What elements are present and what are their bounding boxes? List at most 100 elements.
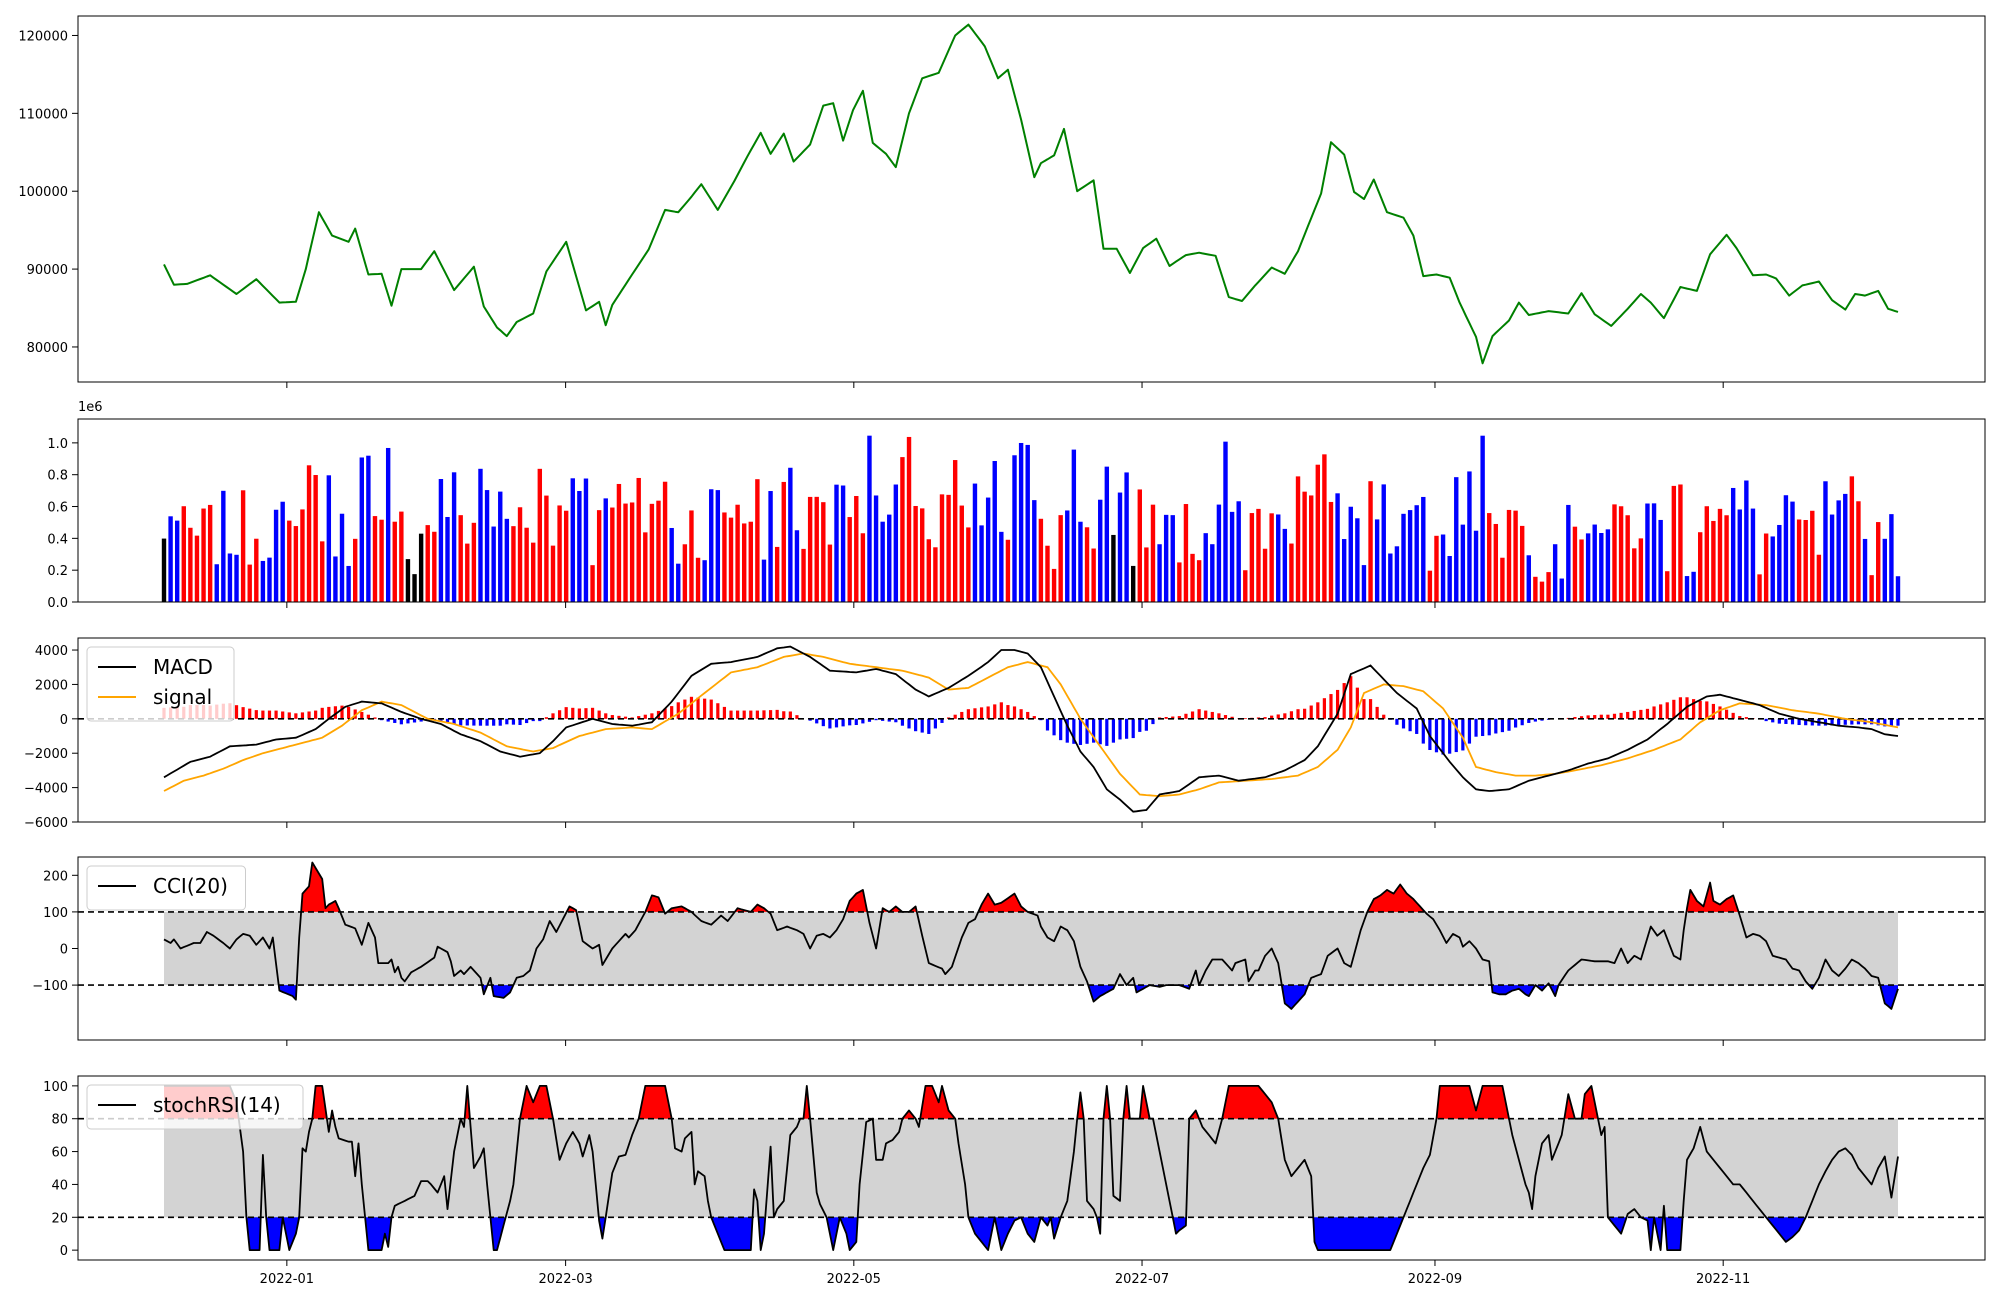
cci-legend-label: CCI(20)	[153, 874, 228, 898]
volume-ytick-label: 0.2	[47, 564, 68, 579]
volume-bar	[1157, 544, 1162, 602]
volume-bar	[333, 556, 338, 602]
volume-bar	[425, 525, 430, 602]
volume-bar	[201, 508, 206, 602]
macd-histogram-bar	[1665, 702, 1669, 719]
volume-bar	[1262, 548, 1268, 602]
macd-histogram-bar	[472, 718, 476, 726]
volume-bar	[346, 565, 351, 602]
macd-histogram-bar	[360, 711, 364, 719]
volume-bar	[1717, 508, 1723, 602]
macd-histogram-bar	[815, 718, 819, 724]
macd-histogram-bar	[1184, 713, 1188, 719]
date-tick-label: 2022-01	[260, 1272, 314, 1287]
volume-bar	[1032, 500, 1037, 602]
macd-histogram-bar	[716, 703, 720, 719]
macd-histogram-bar	[927, 718, 931, 734]
macd-histogram-bar	[900, 718, 905, 726]
volume-bar	[1269, 513, 1274, 602]
macd-histogram-bar	[1059, 718, 1063, 741]
volume-bar	[755, 479, 760, 602]
macd-histogram-bar	[1467, 718, 1472, 744]
volume-bar	[643, 532, 648, 602]
macd-histogram-bar	[1856, 718, 1861, 725]
macd-histogram-bar	[452, 718, 456, 725]
macd-histogram-bar	[1790, 718, 1795, 725]
macd-histogram-bar	[1619, 712, 1623, 719]
macd-frame	[77, 637, 1986, 823]
volume-bar	[1454, 477, 1459, 602]
volume-bar	[1572, 526, 1578, 602]
macd-histogram-bar	[610, 715, 614, 719]
volume-bar	[1328, 501, 1334, 602]
volume-bar	[1895, 576, 1901, 602]
macd-histogram-bar	[406, 718, 410, 724]
macd-histogram-bar	[782, 711, 786, 719]
macd-histogram-bar	[1289, 711, 1294, 719]
macd-histogram-bar	[399, 718, 403, 725]
volume-bar	[946, 494, 951, 602]
macd-histogram-bar	[841, 718, 845, 727]
volume-bar	[1137, 489, 1142, 602]
macd-histogram-bar	[234, 705, 239, 719]
volume-bar	[385, 447, 391, 602]
volume-bar	[273, 509, 279, 602]
price-panel: 80000 90000 100000 110000 120000	[18, 15, 1986, 388]
macd-histogram-bar	[867, 718, 872, 722]
macd-histogram-bar	[1764, 718, 1768, 722]
macd-histogram-bar	[1823, 718, 1828, 726]
macd-histogram-bar	[1711, 703, 1715, 719]
macd-histogram-bar	[347, 706, 351, 719]
volume-bar	[992, 461, 997, 602]
date-x-axis: 2022-01 2022-03 2022-05 2022-07 2022-09 2022-…	[260, 1272, 1751, 1287]
macd-histogram-bar	[1632, 710, 1636, 719]
volume-bar	[207, 504, 213, 602]
volume-bar	[1440, 534, 1446, 602]
volume-bar	[1012, 455, 1017, 602]
volume-bar	[887, 514, 892, 602]
macd-histogram-bar	[736, 710, 740, 719]
volume-bar	[379, 519, 384, 602]
volume-bar	[1698, 532, 1703, 602]
macd-histogram-bar	[1078, 718, 1083, 745]
macd-histogram-bar	[1441, 718, 1445, 755]
volume-bar	[662, 481, 668, 602]
volume-bar	[1487, 513, 1492, 602]
macd-histogram-bar	[1481, 718, 1485, 737]
macd-ytick-label: −4000	[24, 782, 68, 797]
stochrsi-ytick-label: 0	[60, 1244, 68, 1259]
macd-histogram-bar	[749, 710, 753, 719]
macd-histogram-bar	[1527, 718, 1531, 723]
volume-bar	[359, 457, 364, 602]
macd-histogram-bar	[894, 718, 898, 723]
volume-bar	[412, 574, 417, 602]
volume-bar	[537, 468, 543, 602]
macd-histogram-bar	[393, 718, 397, 723]
volume-bar	[1091, 548, 1096, 602]
volume-bar	[1229, 511, 1235, 602]
macd-histogram-bar	[1738, 716, 1742, 719]
volume-bar	[1473, 530, 1479, 602]
macd-histogram-bar	[986, 706, 990, 719]
volume-bar	[1829, 514, 1835, 602]
volume-bar	[1519, 525, 1525, 602]
volume-panel: 0.0 0.2 0.4 0.6 0.8 1.0 1e6	[47, 400, 1986, 611]
macd-histogram-bar	[1329, 694, 1333, 719]
macd-histogram-bar	[1876, 718, 1880, 726]
macd-histogram-bar	[1434, 718, 1439, 753]
volume-bar	[1790, 501, 1795, 602]
macd-histogram-bar	[1131, 718, 1135, 739]
volume-bar	[1084, 527, 1090, 602]
volume-bar	[1315, 464, 1321, 602]
macd-histogram-bar	[1896, 718, 1900, 726]
volume-bar	[1348, 506, 1353, 602]
volume-ytick-label: 1.0	[47, 437, 68, 452]
volume-bar	[1282, 528, 1288, 602]
volume-bar	[320, 541, 325, 602]
macd-histogram-bar	[1303, 708, 1307, 719]
macd-histogram-bar	[294, 713, 298, 719]
macd-histogram-bar	[1672, 699, 1676, 719]
volume-bar	[491, 526, 496, 602]
volume-bar	[623, 503, 628, 602]
volume-bar	[1618, 506, 1624, 602]
